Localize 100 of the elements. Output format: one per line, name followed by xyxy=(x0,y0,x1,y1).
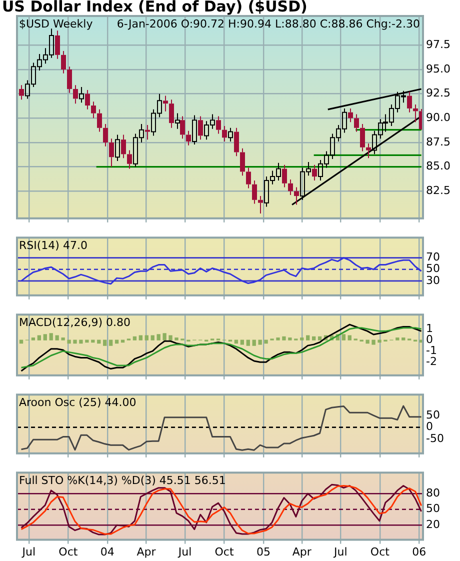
candlestick xyxy=(228,127,233,142)
y-tick-label: 30 xyxy=(426,274,440,287)
bar xyxy=(246,340,250,346)
annotation: 6-Jan-2006 O:90.72 H:90.94 L:88.80 C:88.86 Chg:-2.30 xyxy=(116,17,420,30)
y-tick-label: 70 xyxy=(426,250,440,264)
y-tick-label: 90.0 xyxy=(426,111,450,124)
candlestick xyxy=(407,91,412,113)
chart-title: RSI(14) 47.0 xyxy=(19,238,88,252)
y-tick-label: 80 xyxy=(426,486,440,500)
candlestick xyxy=(294,186,299,206)
candlestick xyxy=(127,150,132,170)
bar xyxy=(396,337,400,340)
x-tick-label: Oct xyxy=(214,545,234,558)
y-tick-label: 20 xyxy=(426,518,440,531)
candlestick xyxy=(348,108,353,123)
bar xyxy=(306,335,310,340)
candlestick xyxy=(175,112,180,130)
candlestick xyxy=(121,134,126,159)
candlestick xyxy=(252,180,257,204)
bar xyxy=(49,333,53,340)
candlestick xyxy=(366,142,371,159)
bar xyxy=(73,340,77,344)
bar xyxy=(372,340,376,345)
bar xyxy=(264,340,268,344)
bar xyxy=(144,335,148,340)
annotation: $USD Weekly xyxy=(19,17,94,30)
candlestick xyxy=(73,84,78,104)
candlestick xyxy=(312,164,317,181)
chart-title: US Dollar Index (End of Day) ($USD) xyxy=(2,0,308,16)
candlestick xyxy=(109,138,114,168)
x-tick-label: 06 xyxy=(412,545,426,558)
x-tick-label: 05 xyxy=(256,545,270,558)
bar xyxy=(31,337,36,340)
bar xyxy=(252,340,256,346)
candlestick xyxy=(240,148,245,176)
x-tick-label: Jul xyxy=(177,545,192,558)
x-tick-label: Jul xyxy=(333,545,348,558)
candlestick xyxy=(360,124,365,152)
bar xyxy=(348,335,352,340)
bar xyxy=(103,340,107,346)
bar xyxy=(85,340,89,343)
chart-title: Full STO %K(14,3) %D(3) 45.51 56.51 xyxy=(19,474,226,487)
y-tick-label: 50 xyxy=(426,408,440,422)
candlestick xyxy=(180,116,185,140)
candlestick xyxy=(169,99,174,128)
bar xyxy=(120,340,125,343)
y-tick-label: 82.5 xyxy=(426,184,450,198)
bar xyxy=(234,340,238,344)
bar xyxy=(312,336,316,340)
y-tick-label: 50 xyxy=(426,502,440,516)
bar xyxy=(91,340,95,343)
y-tick-label: -2 xyxy=(426,354,437,368)
bar xyxy=(240,340,244,345)
candlestick xyxy=(288,178,293,196)
candlestick xyxy=(55,30,60,60)
x-tick-label: Oct xyxy=(58,545,78,558)
bar xyxy=(276,337,280,340)
x-tick-label: 04 xyxy=(100,545,114,558)
bar xyxy=(114,340,119,344)
bar xyxy=(55,335,59,340)
y-tick-label: 0 xyxy=(426,332,433,346)
y-tick-label: 0 xyxy=(426,420,433,434)
candlestick xyxy=(79,86,84,104)
candlestick xyxy=(91,101,96,119)
bar xyxy=(378,340,382,343)
chart-title: MACD(12,26,9) 0.80 xyxy=(19,316,131,329)
y-tick-label: 50 xyxy=(426,262,440,276)
y-tick-label: 97.5 xyxy=(426,38,450,52)
candlestick xyxy=(354,114,359,132)
candlestick xyxy=(97,108,102,132)
bar xyxy=(132,336,137,340)
bar xyxy=(282,336,286,340)
bar xyxy=(150,335,154,340)
bar xyxy=(300,337,304,340)
candlestick xyxy=(222,125,227,142)
bar xyxy=(168,335,172,340)
candlestick xyxy=(19,84,24,100)
x-tick-label: Apr xyxy=(136,545,156,558)
bar xyxy=(79,340,83,344)
bar xyxy=(318,336,322,340)
bar xyxy=(162,333,166,340)
candlestick xyxy=(234,127,239,157)
bar xyxy=(342,334,346,340)
bar xyxy=(108,340,113,346)
x-tick-label: Jul xyxy=(21,545,36,558)
y-tick-label: 92.5 xyxy=(426,86,450,100)
candlestick xyxy=(216,116,221,134)
y-tick-label: 87.5 xyxy=(426,135,450,148)
x-tick-label: Apr xyxy=(292,545,312,558)
chart-title: Aroon Osc (25) 44.00 xyxy=(19,396,136,409)
x-tick-label: Oct xyxy=(370,545,390,558)
bar xyxy=(67,340,71,344)
bar xyxy=(156,334,160,340)
candlestick xyxy=(413,104,418,123)
bar xyxy=(366,340,370,344)
candlestick xyxy=(103,124,108,147)
y-tick-label: 95.0 xyxy=(426,62,450,76)
bar xyxy=(37,335,42,340)
bar xyxy=(288,337,292,340)
y-tick-label: 1 xyxy=(426,322,433,335)
